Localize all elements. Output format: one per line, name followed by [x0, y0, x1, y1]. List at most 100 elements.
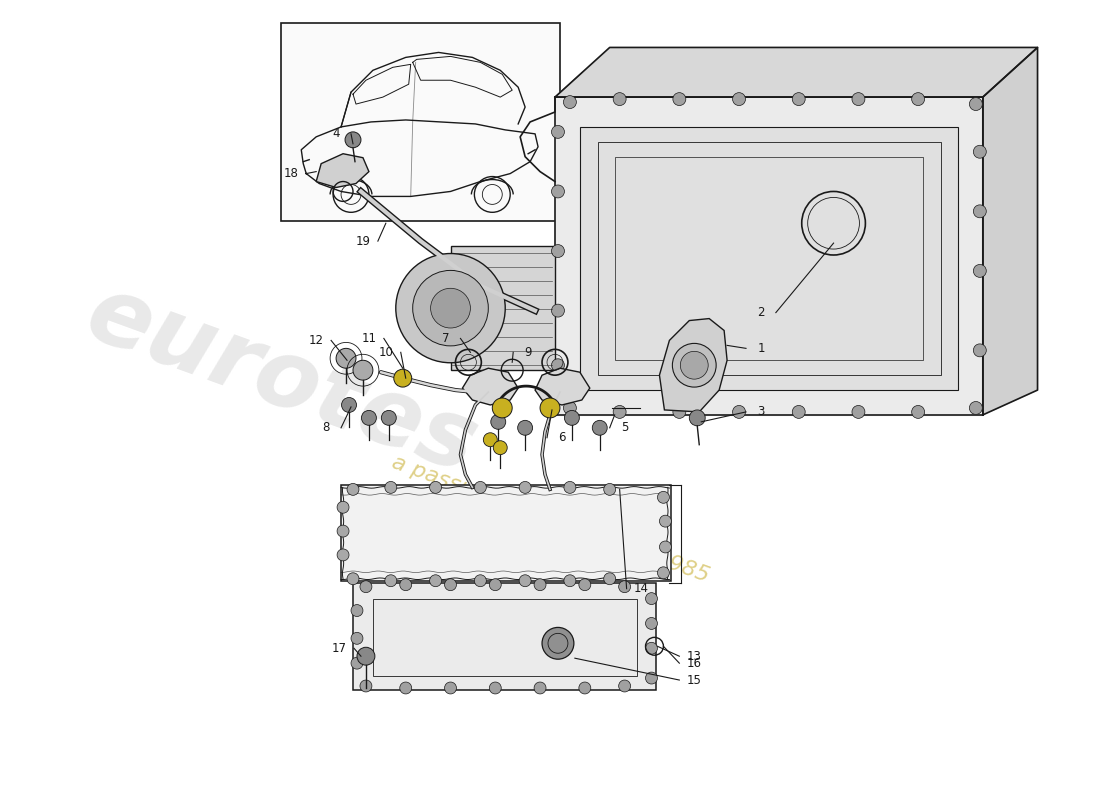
Circle shape	[337, 549, 349, 561]
Text: 15: 15	[686, 674, 702, 686]
Circle shape	[396, 254, 505, 362]
Circle shape	[969, 402, 982, 414]
Polygon shape	[982, 47, 1037, 415]
Bar	[580, 127, 958, 390]
Text: 13: 13	[686, 650, 702, 662]
Circle shape	[519, 482, 531, 494]
Text: 5: 5	[620, 422, 628, 434]
Circle shape	[969, 98, 982, 110]
Circle shape	[564, 410, 580, 426]
Text: a passion for parts since 1985: a passion for parts since 1985	[388, 452, 712, 586]
Text: 6: 6	[558, 431, 565, 444]
Circle shape	[493, 441, 507, 454]
Circle shape	[518, 420, 532, 435]
Circle shape	[337, 525, 349, 537]
Circle shape	[579, 682, 591, 694]
Circle shape	[733, 93, 746, 106]
Text: 2: 2	[757, 306, 764, 319]
Polygon shape	[462, 368, 518, 405]
Circle shape	[592, 420, 607, 435]
Text: 10: 10	[378, 346, 394, 359]
Circle shape	[564, 482, 576, 494]
Circle shape	[551, 304, 564, 317]
Circle shape	[353, 360, 373, 380]
Circle shape	[337, 348, 356, 368]
Circle shape	[394, 370, 411, 387]
Circle shape	[519, 574, 531, 586]
Circle shape	[579, 578, 591, 590]
Circle shape	[551, 245, 564, 258]
Circle shape	[659, 541, 671, 553]
Bar	[341, 486, 671, 581]
Text: 17: 17	[331, 642, 346, 654]
Circle shape	[351, 632, 363, 644]
Polygon shape	[556, 97, 982, 415]
Circle shape	[974, 205, 987, 218]
Circle shape	[604, 483, 616, 495]
Circle shape	[430, 288, 471, 328]
Circle shape	[385, 574, 397, 586]
Circle shape	[551, 358, 564, 372]
Circle shape	[563, 402, 576, 414]
Circle shape	[542, 627, 574, 659]
Circle shape	[659, 515, 671, 527]
Circle shape	[362, 410, 376, 426]
Bar	[373, 598, 637, 676]
Circle shape	[491, 414, 506, 430]
Circle shape	[974, 344, 987, 357]
Text: 3: 3	[757, 406, 764, 418]
Circle shape	[474, 482, 486, 494]
Circle shape	[792, 93, 805, 106]
Circle shape	[604, 573, 616, 585]
Circle shape	[474, 574, 486, 586]
Circle shape	[680, 351, 708, 379]
Text: 12: 12	[309, 334, 323, 347]
Text: 18: 18	[284, 167, 299, 180]
Circle shape	[490, 578, 502, 590]
Circle shape	[360, 581, 372, 593]
Circle shape	[399, 578, 411, 590]
Text: 11: 11	[362, 332, 376, 345]
Polygon shape	[659, 318, 727, 412]
Circle shape	[444, 682, 456, 694]
Circle shape	[912, 93, 925, 106]
Circle shape	[852, 406, 865, 418]
Circle shape	[399, 682, 411, 694]
Circle shape	[792, 406, 805, 418]
Text: 9: 9	[525, 346, 532, 359]
Circle shape	[346, 573, 359, 585]
Bar	[597, 142, 940, 375]
Circle shape	[351, 658, 363, 669]
Circle shape	[646, 618, 658, 630]
Circle shape	[483, 433, 497, 446]
Text: 1: 1	[757, 342, 764, 355]
Circle shape	[360, 680, 372, 692]
Circle shape	[563, 96, 576, 109]
Circle shape	[646, 593, 658, 605]
Circle shape	[658, 567, 670, 578]
Circle shape	[540, 398, 560, 418]
Circle shape	[346, 483, 359, 495]
Circle shape	[444, 578, 456, 590]
Circle shape	[412, 270, 488, 346]
Circle shape	[646, 672, 658, 684]
Circle shape	[618, 680, 630, 692]
Circle shape	[358, 647, 375, 665]
Circle shape	[551, 185, 564, 198]
Polygon shape	[556, 47, 1037, 97]
Circle shape	[974, 265, 987, 278]
Circle shape	[342, 398, 356, 413]
Circle shape	[852, 93, 865, 106]
Text: 14: 14	[634, 582, 649, 595]
Polygon shape	[316, 154, 369, 187]
Circle shape	[658, 491, 670, 503]
Circle shape	[385, 482, 397, 494]
Text: 4: 4	[332, 127, 340, 140]
Circle shape	[673, 93, 685, 106]
Circle shape	[535, 682, 546, 694]
Text: 8: 8	[322, 422, 330, 434]
Circle shape	[351, 605, 363, 617]
Circle shape	[535, 578, 546, 590]
Circle shape	[613, 406, 626, 418]
Text: 19: 19	[355, 234, 371, 248]
